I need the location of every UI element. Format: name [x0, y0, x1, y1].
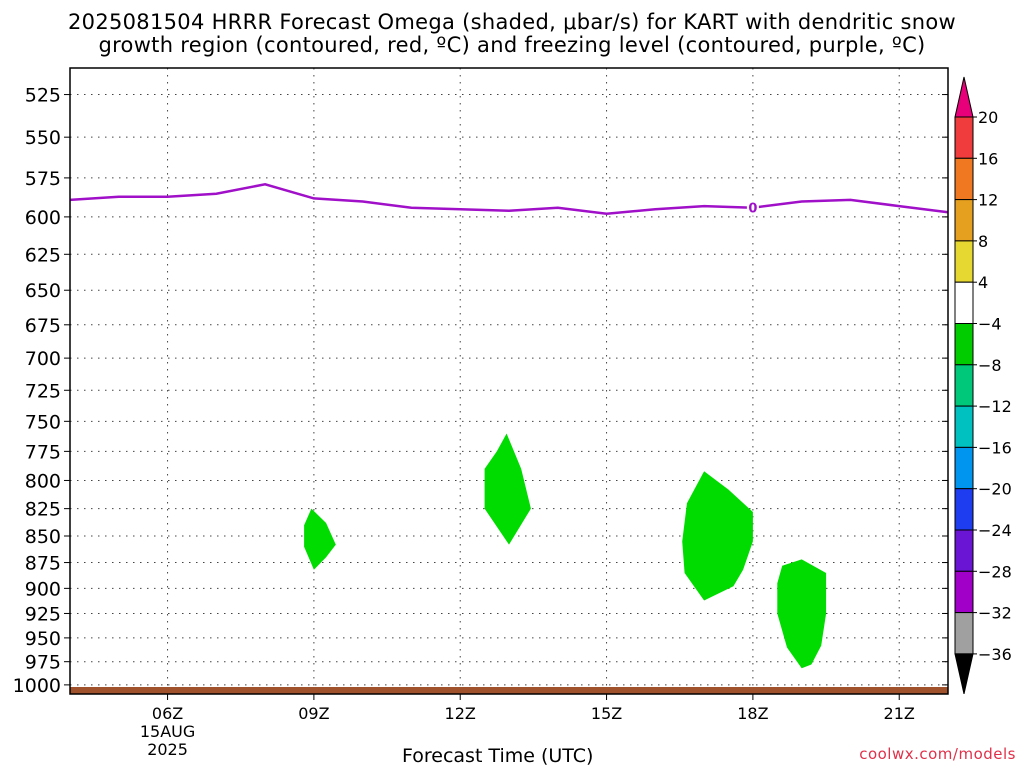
omega-shading	[304, 433, 827, 669]
y-tick-label: 625	[25, 244, 61, 266]
source-credit: coolwx.com/models	[859, 745, 1016, 763]
y-tick-label: 525	[25, 85, 61, 107]
surface-band	[70, 687, 948, 694]
colorbar-label: −8	[978, 356, 1002, 375]
colorbar-label: 8	[978, 232, 988, 251]
colorbar-label: −4	[978, 315, 1002, 334]
colorbar-label: 4	[978, 273, 988, 292]
colorbar-label: −20	[978, 480, 1012, 499]
colorbar-arrow-bottom	[954, 653, 974, 695]
x-date-label: 15AUG	[140, 722, 195, 741]
y-tick-label: 875	[25, 553, 61, 575]
omega-region	[777, 559, 827, 669]
colorbar-label: −32	[978, 604, 1012, 623]
freezing-level-line	[69, 183, 949, 216]
x-tick-label: 15Z	[591, 704, 622, 723]
colorbar-label: −36	[978, 645, 1012, 664]
colorbar-label: −24	[978, 521, 1012, 540]
colorbar-segment	[954, 529, 974, 572]
y-tick-label: 550	[25, 127, 61, 149]
freezing-level-label-bg	[746, 199, 759, 216]
y-tick-label: 1000	[13, 675, 61, 697]
colorbar-label: 12	[978, 191, 998, 210]
colorbar-label: −28	[978, 562, 1012, 581]
y-tick-label: 925	[25, 603, 61, 625]
colorbar-segment	[954, 281, 974, 325]
colorbar-segment	[954, 446, 974, 490]
colorbar-label: 16	[978, 149, 998, 168]
y-tick-label: 825	[25, 499, 61, 521]
colorbar-segment	[954, 240, 974, 283]
y-tick-label: 800	[25, 470, 61, 492]
colorbar-segment	[954, 323, 974, 366]
plot-frame	[69, 67, 949, 695]
colorbar-label: −16	[978, 438, 1012, 457]
chart-title-line-1: 2025081504 HRRR Forecast Omega (shaded, …	[68, 10, 956, 34]
x-tick-label: 09Z	[298, 704, 329, 723]
freezing-level-contour: 0	[69, 183, 949, 217]
freezing-level-label: 0	[748, 202, 757, 217]
y-tick-label: 850	[25, 526, 61, 548]
colorbar: 20 16 12 8 4 −4 −8 −12 −16 −20 −24 −28 −32 −36	[954, 76, 1012, 695]
x-date-label: 2025	[147, 740, 188, 759]
colorbar-segment	[954, 116, 974, 159]
y-tick-label: 675	[25, 315, 61, 337]
colorbar-segment	[954, 157, 974, 201]
y-tick-label: 700	[25, 348, 61, 370]
omega-region	[682, 471, 753, 601]
colorbar-segment	[954, 199, 974, 242]
y-tick-label: 750	[25, 411, 61, 433]
colorbar-segment	[954, 405, 974, 448]
y-tick-label: 600	[25, 207, 61, 229]
y-tick-label: 900	[25, 578, 61, 600]
chart-title-line-2: growth region (contoured, red, ºC) and f…	[98, 33, 926, 57]
omega-region	[304, 508, 336, 570]
y-axis: 525 550 575 600 625 650 675 700 725 750 775 800 825 8…	[13, 85, 948, 697]
y-tick-label: 650	[25, 280, 61, 302]
omega-region	[484, 433, 531, 545]
colorbar-label: 20	[978, 108, 998, 127]
y-tick-label: 975	[25, 652, 61, 674]
colorbar-segment	[954, 364, 974, 407]
x-tick-label: 18Z	[737, 704, 768, 723]
x-tick-label: 06Z	[152, 704, 183, 723]
colorbar-label: −12	[978, 397, 1012, 416]
y-tick-label: 775	[25, 441, 61, 463]
y-tick-label: 575	[25, 168, 61, 190]
y-tick-label: 725	[25, 380, 61, 402]
colorbar-arrow-top	[954, 76, 974, 118]
colorbar-segment	[954, 570, 974, 614]
x-tick-label: 12Z	[445, 704, 476, 723]
plot-border	[69, 67, 949, 695]
colorbar-segment	[954, 488, 974, 531]
surface-layer	[70, 687, 948, 694]
x-axis-label: Forecast Time (UTC)	[402, 745, 594, 767]
colorbar-segment	[954, 612, 974, 655]
x-tick-label: 21Z	[884, 704, 915, 723]
y-tick-label: 950	[25, 628, 61, 650]
